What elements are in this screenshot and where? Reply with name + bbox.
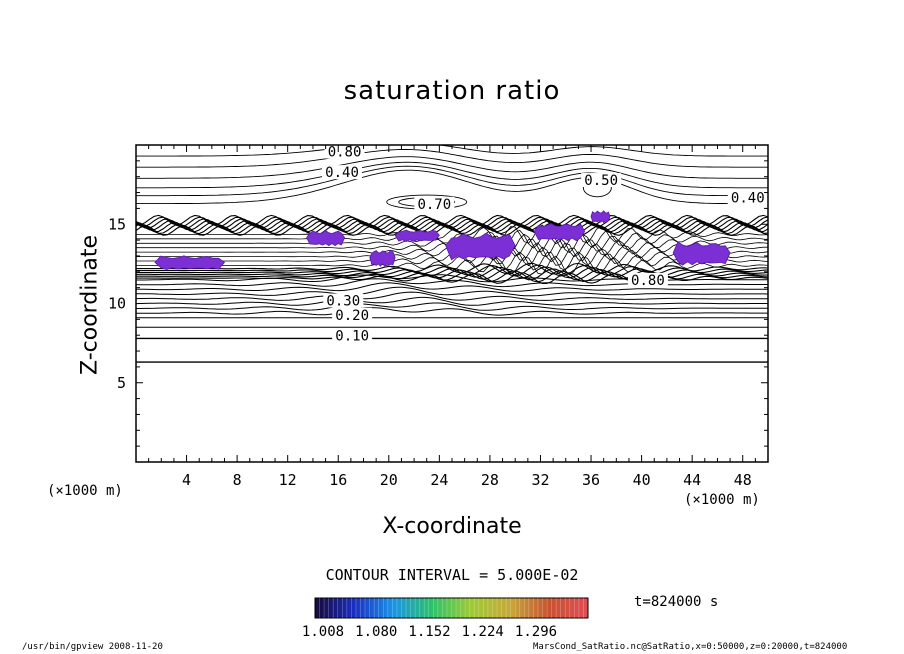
contour-line — [136, 286, 768, 297]
contour-line — [136, 251, 768, 271]
contour-line — [136, 225, 768, 236]
supersaturated-region — [672, 241, 731, 266]
colorbar: 1.008 1.080 1.152 1.224 1.296 — [302, 597, 589, 640]
y-tick-label: 5 — [117, 374, 126, 392]
contour-line — [136, 224, 768, 245]
contour-label-bg — [332, 307, 373, 322]
colorbar-tick-label: 1.008 — [302, 624, 344, 640]
contour-line — [136, 214, 768, 226]
supersaturated-regions — [154, 210, 731, 271]
colorbar-gradient — [314, 597, 589, 619]
supersaturated-region — [445, 232, 516, 261]
contour-interval-label: CONTOUR INTERVAL = 5.000E-02 — [325, 566, 579, 584]
x-tick-label: 44 — [683, 471, 701, 489]
x-tick-label: 48 — [734, 471, 752, 489]
contour-label: 0.20 — [335, 308, 369, 324]
contour-label: 0.40 — [731, 190, 765, 206]
colorbar-tick-label: 1.152 — [408, 624, 450, 640]
contour-label: 0.30 — [326, 294, 360, 310]
x-tick-label: 4 — [182, 471, 191, 489]
colorbar-tick-label: 1.080 — [355, 624, 397, 640]
contour-lines — [136, 145, 768, 363]
contour-line — [136, 216, 768, 228]
supersaturated-region — [533, 223, 586, 242]
contour-line — [136, 169, 768, 205]
contour-label: 0.70 — [417, 197, 451, 213]
x-axis-label: X-coordinate — [382, 514, 522, 539]
contour-line — [136, 302, 768, 311]
x-unit-label-right: (×1000 m) — [684, 492, 760, 508]
contour-label-bg — [323, 293, 364, 308]
contour-line — [136, 161, 768, 189]
supersaturated-region — [590, 210, 611, 224]
footer-program-date: /usr/bin/gpview 2008-11-20 — [22, 642, 163, 652]
x-tick-label: 40 — [633, 471, 651, 489]
colorbar-tick-label: 1.296 — [515, 624, 557, 640]
contour-line — [136, 255, 768, 276]
contour-label: 0.50 — [584, 173, 618, 189]
contour-line — [136, 296, 768, 306]
contour-line — [136, 307, 768, 316]
contour-line — [136, 156, 768, 179]
footer-source: MarsCond_SatRatio.nc@SatRatio,x=0:50000,… — [533, 642, 848, 652]
y-tick-label: 15 — [108, 215, 126, 233]
contour-line — [136, 282, 768, 292]
x-tick-label: 20 — [380, 471, 398, 489]
x-unit-label-left: (×1000 m) — [47, 483, 123, 499]
contour-label: 0.10 — [335, 328, 369, 344]
x-tick-label: 24 — [430, 471, 448, 489]
time-label: t=824000 s — [634, 594, 719, 610]
contour-label-bg — [324, 144, 365, 159]
x-tick-label: 32 — [531, 471, 549, 489]
contour-label: 0.40 — [325, 165, 359, 181]
contour-label: 0.80 — [631, 273, 665, 289]
x-tick-label: 28 — [481, 471, 499, 489]
supersaturated-region — [306, 230, 346, 247]
contour-label: 0.80 — [328, 145, 362, 161]
contour-label-bg — [332, 328, 373, 343]
contour-labels: 0.80 0.40 0.70 0.50 0.40 0.80 0.300.20 0.10 — [322, 144, 768, 344]
contour-line — [136, 149, 768, 168]
colorbar-tick-label: 1.224 — [462, 624, 504, 640]
chart-title: saturation ratio — [343, 76, 561, 106]
supersaturated-region — [394, 229, 440, 242]
x-tick-label: 8 — [233, 471, 242, 489]
supersaturated-region — [369, 249, 396, 267]
contour-line — [136, 165, 768, 197]
y-tick-label: 10 — [108, 295, 126, 313]
x-tick-label: 16 — [329, 471, 347, 489]
supersaturated-region — [154, 255, 226, 271]
contour-line — [136, 264, 768, 277]
contour-label-bg — [727, 190, 768, 205]
contour-label-bg — [322, 165, 363, 180]
contour-line — [136, 291, 768, 301]
contour-label-bg — [414, 196, 455, 211]
contour-label-bg — [627, 272, 668, 287]
x-tick-label: 12 — [279, 471, 297, 489]
contour-label-bg — [581, 173, 622, 188]
x-tick-label: 36 — [582, 471, 600, 489]
